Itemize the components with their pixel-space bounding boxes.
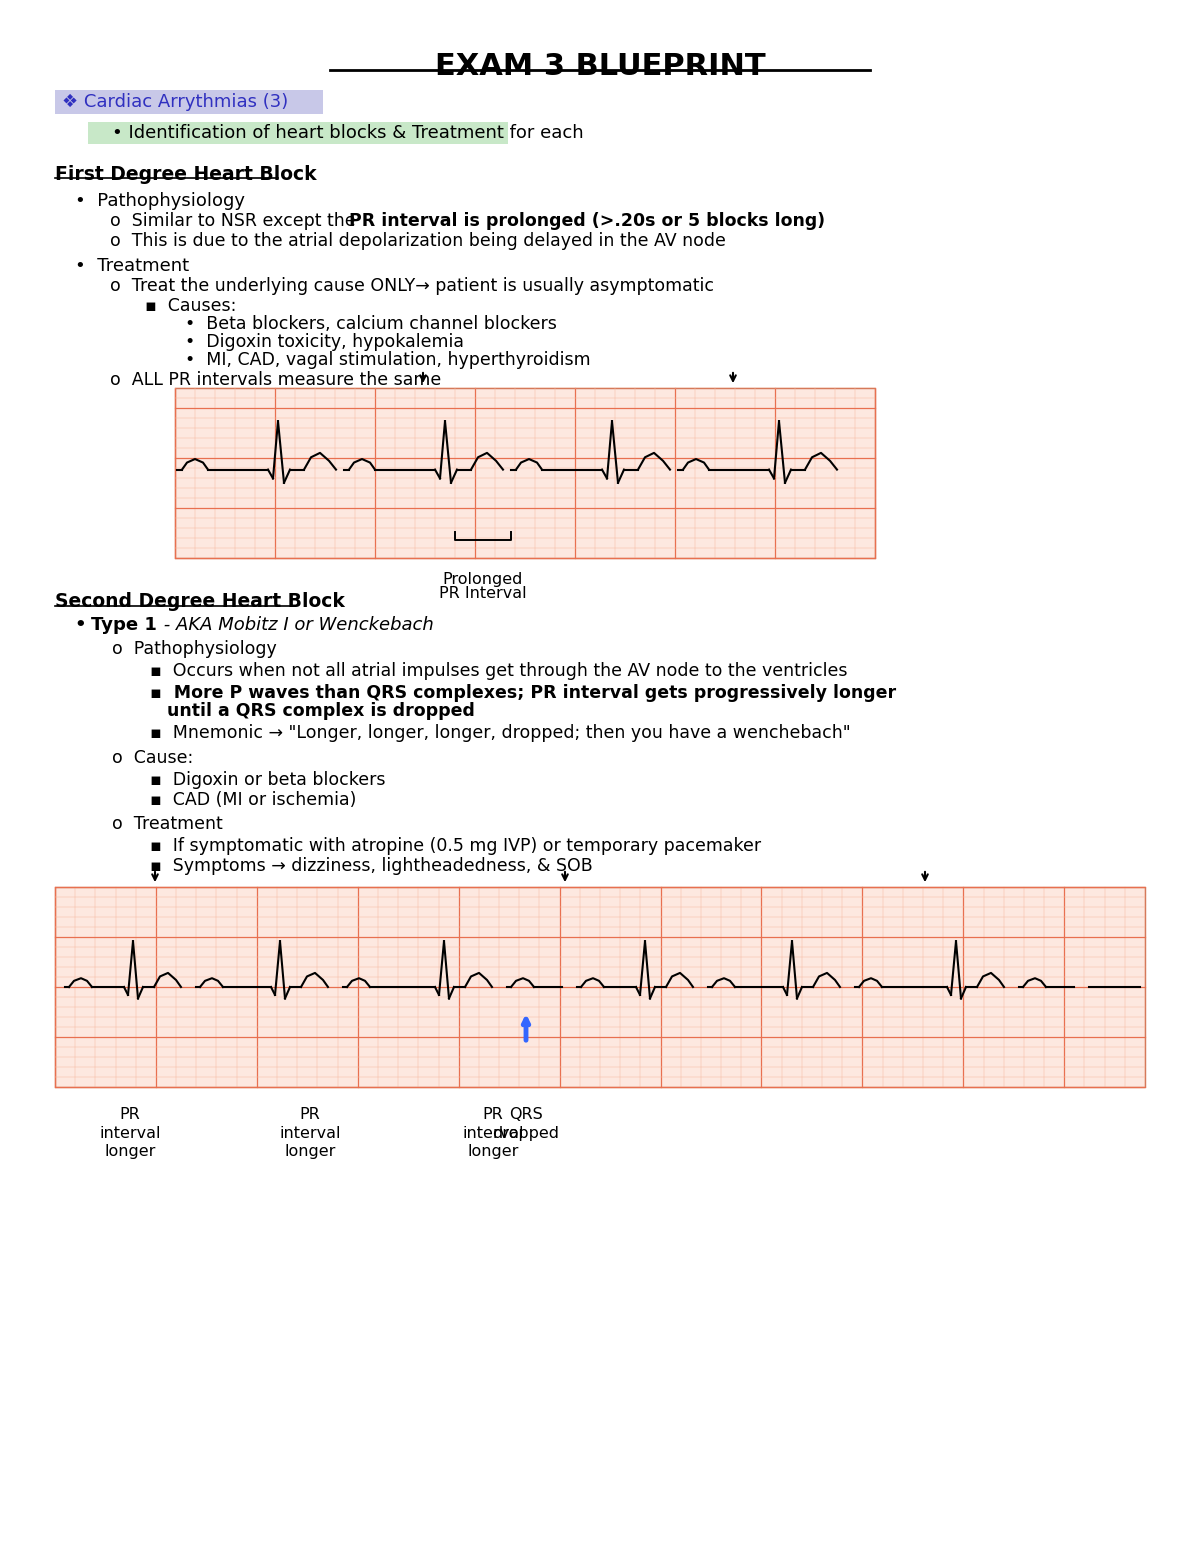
Text: PR interval is prolonged (>.20s or 5 blocks long): PR interval is prolonged (>.20s or 5 blo… (349, 213, 826, 230)
Text: PR Interval: PR Interval (439, 585, 527, 601)
Text: o  Treat the underlying cause ONLY→ patient is usually asymptomatic: o Treat the underlying cause ONLY→ patie… (110, 276, 714, 295)
Text: Second Degree Heart Block: Second Degree Heart Block (55, 592, 344, 610)
Text: ▪  Symptoms → dizziness, lightheadedness, & SOB: ▪ Symptoms → dizziness, lightheadedness,… (150, 857, 593, 874)
Text: ▪  If symptomatic with atropine (0.5 mg IVP) or temporary pacemaker: ▪ If symptomatic with atropine (0.5 mg I… (150, 837, 761, 856)
Bar (55, 887, 1145, 1087)
Text: o  Cause:: o Cause: (112, 749, 193, 767)
Text: •  MI, CAD, vagal stimulation, hyperthyroidism: • MI, CAD, vagal stimulation, hyperthyro… (185, 351, 590, 370)
Bar (88, 123, 508, 144)
Text: - AKA Mobitz I or Wenckebach: - AKA Mobitz I or Wenckebach (158, 617, 433, 634)
Text: EXAM 3 BLUEPRINT: EXAM 3 BLUEPRINT (434, 51, 766, 81)
Text: ▪  Causes:: ▪ Causes: (145, 297, 236, 315)
Text: o  ALL PR intervals measure the same: o ALL PR intervals measure the same (110, 371, 442, 388)
Text: until a QRS complex is dropped: until a QRS complex is dropped (167, 702, 475, 721)
Text: •  Pathophysiology: • Pathophysiology (74, 193, 245, 210)
Text: ▪  More P waves than QRS complexes; PR interval gets progressively longer: ▪ More P waves than QRS complexes; PR in… (150, 683, 896, 702)
Text: o  Similar to NSR except the: o Similar to NSR except the (110, 213, 361, 230)
Text: Type 1: Type 1 (91, 617, 157, 634)
Text: ▪  Occurs when not all atrial impulses get through the AV node to the ventricles: ▪ Occurs when not all atrial impulses ge… (150, 662, 847, 680)
Text: PR
interval
longer: PR interval longer (100, 1107, 161, 1159)
Text: ▪  Digoxin or beta blockers: ▪ Digoxin or beta blockers (150, 770, 385, 789)
Text: o  Treatment: o Treatment (112, 815, 223, 832)
Text: QRS
dropped: QRS dropped (492, 1107, 559, 1140)
Text: PR
interval
longer: PR interval longer (462, 1107, 523, 1159)
Text: ❖ Cardiac Arrythmias (3): ❖ Cardiac Arrythmias (3) (62, 93, 288, 110)
Text: •  Treatment: • Treatment (74, 256, 190, 275)
Text: Prolonged: Prolonged (443, 572, 523, 587)
Text: PR
interval
longer: PR interval longer (280, 1107, 341, 1159)
Text: o  Pathophysiology: o Pathophysiology (112, 640, 277, 658)
Text: ▪  CAD (MI or ischemia): ▪ CAD (MI or ischemia) (150, 790, 356, 809)
Text: o  This is due to the atrial depolarization being delayed in the AV node: o This is due to the atrial depolarizati… (110, 231, 726, 250)
Text: • Identification of heart blocks & Treatment for each: • Identification of heart blocks & Treat… (112, 124, 583, 141)
Bar (55, 90, 323, 113)
Text: •  Digoxin toxicity, hypokalemia: • Digoxin toxicity, hypokalemia (185, 332, 464, 351)
Bar (175, 388, 875, 558)
Text: •: • (74, 617, 100, 634)
Text: •  Beta blockers, calcium channel blockers: • Beta blockers, calcium channel blocker… (185, 315, 557, 332)
Text: First Degree Heart Block: First Degree Heart Block (55, 165, 317, 183)
Text: ▪  Mnemonic → "Longer, longer, longer, dropped; then you have a wenchebach": ▪ Mnemonic → "Longer, longer, longer, dr… (150, 724, 851, 742)
